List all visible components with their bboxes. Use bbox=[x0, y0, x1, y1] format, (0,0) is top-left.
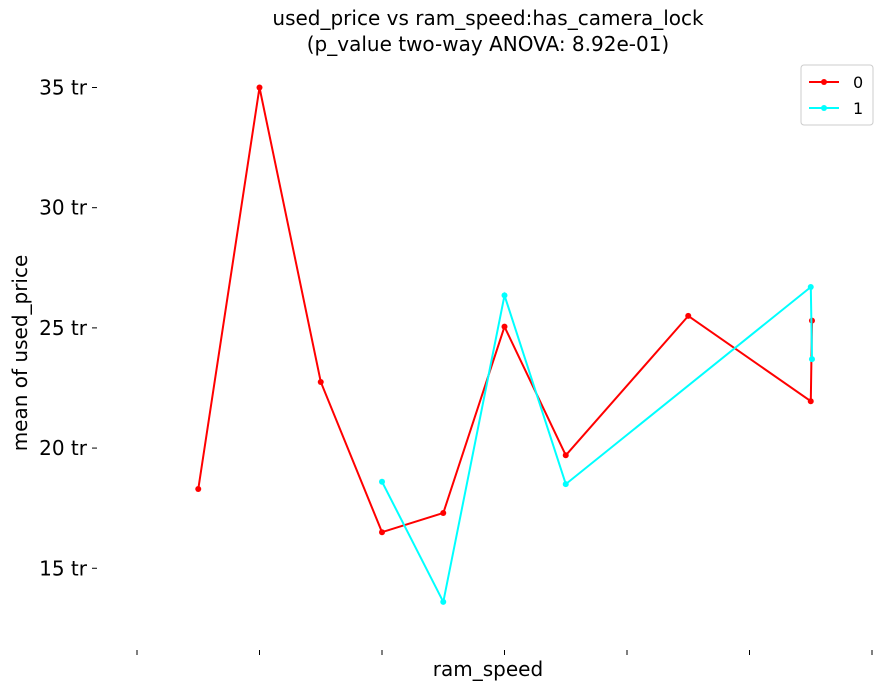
x-axis-label: ram_speed bbox=[433, 657, 543, 681]
y-tick-label: 25 tr bbox=[39, 316, 88, 340]
series-0-point bbox=[440, 509, 447, 516]
series-1-point bbox=[807, 284, 814, 291]
legend: 01 bbox=[800, 64, 874, 126]
y-tick-label: 35 tr bbox=[39, 76, 88, 100]
series-0-point bbox=[807, 398, 814, 405]
series-1-line bbox=[381, 284, 813, 605]
legend-label-0: 0 bbox=[853, 73, 863, 92]
legend-marker-1 bbox=[821, 105, 827, 111]
y-axis: 15 tr 20 tr 25 tr 30 tr 35 tr bbox=[39, 76, 97, 580]
series-0-point bbox=[501, 323, 508, 330]
series-0-point bbox=[685, 312, 692, 319]
series-0-line bbox=[197, 87, 813, 534]
chart-title: used_price vs ram_speed:has_camera_lock bbox=[272, 6, 704, 30]
series-1-point bbox=[808, 356, 815, 363]
series-0-point bbox=[379, 529, 385, 536]
legend-marker-0 bbox=[821, 79, 827, 85]
chart-subtitle: (p_value two-way ANOVA: 8.92e-01) bbox=[307, 32, 669, 56]
series-0-point bbox=[256, 84, 263, 91]
series-0-point bbox=[195, 485, 202, 492]
series-1-point bbox=[501, 292, 508, 299]
series-1-point bbox=[440, 598, 447, 605]
y-tick-label: 30 tr bbox=[39, 196, 88, 220]
y-axis-label: mean of used_price bbox=[8, 255, 32, 452]
legend-label-1: 1 bbox=[853, 99, 863, 118]
series-0-point bbox=[317, 378, 324, 385]
y-tick-label: 15 tr bbox=[39, 556, 88, 580]
series-1-point bbox=[379, 478, 385, 485]
x-axis bbox=[136, 650, 873, 655]
series-0-point bbox=[562, 452, 569, 459]
legend-frame bbox=[800, 64, 874, 126]
y-tick-label: 20 tr bbox=[39, 436, 88, 460]
series-layer bbox=[195, 84, 815, 605]
series-1-point bbox=[562, 481, 569, 488]
